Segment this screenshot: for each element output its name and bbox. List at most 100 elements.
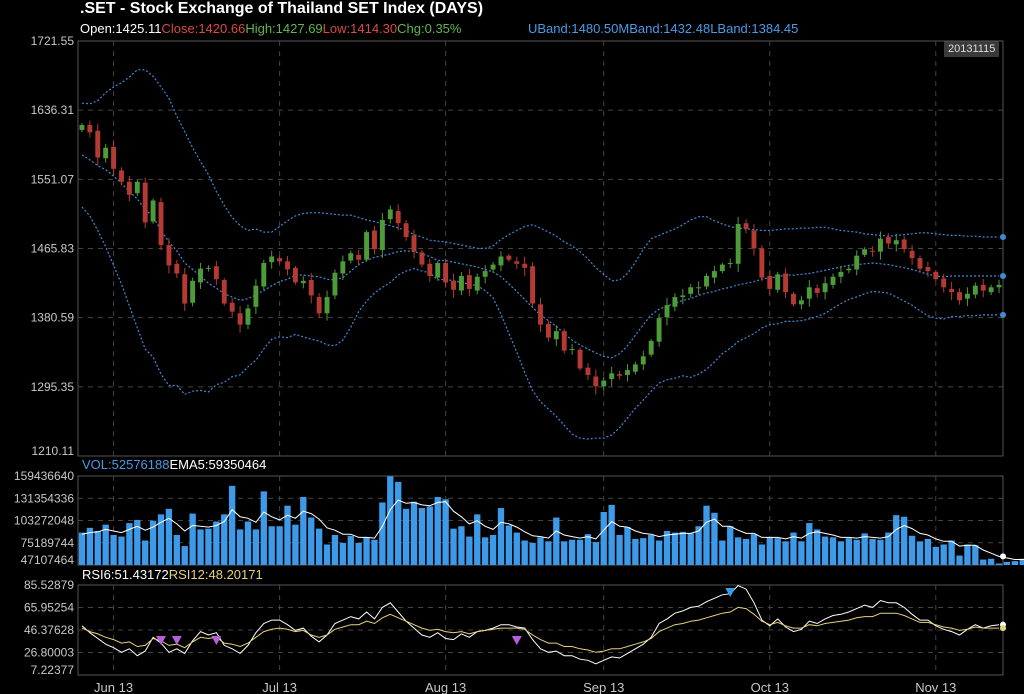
candle-body	[174, 263, 180, 274]
candle	[964, 287, 970, 306]
candle	[561, 328, 567, 354]
candle-body	[767, 275, 773, 289]
upper-band-line	[81, 69, 999, 282]
candle-body	[933, 271, 939, 280]
candle-body	[625, 370, 630, 375]
volume-bar	[624, 527, 631, 565]
candle-body	[672, 297, 678, 307]
ema-label: EMA5:	[169, 457, 209, 472]
volume-bar	[632, 538, 639, 565]
candle	[111, 140, 117, 177]
y-tick-label: 46.37628	[24, 623, 74, 637]
candle	[308, 272, 314, 304]
y-tick-label: 159436640	[14, 469, 74, 483]
candle	[901, 236, 907, 253]
candle-body	[332, 272, 338, 296]
y-tick-label: 1551.07	[31, 172, 75, 186]
volume-ema-line	[81, 499, 1024, 560]
candle	[300, 276, 306, 289]
candle-body	[775, 274, 781, 290]
candle	[791, 291, 796, 307]
volume-bar	[663, 531, 671, 565]
volume-bar	[537, 537, 544, 565]
close-value: 1420.66	[198, 21, 246, 36]
candle-body	[838, 271, 844, 277]
candle	[743, 219, 749, 234]
candle	[577, 347, 583, 371]
volume-bar	[648, 534, 655, 565]
candle	[830, 273, 836, 289]
volume-bar	[695, 526, 702, 565]
candle-body	[870, 250, 876, 252]
volume-bar	[1019, 558, 1024, 565]
candle-body	[308, 280, 314, 296]
volume-bar	[1011, 561, 1019, 565]
candle	[972, 282, 978, 299]
candle	[648, 338, 654, 357]
candle-body	[482, 271, 488, 277]
candle	[261, 259, 267, 291]
candle	[609, 366, 615, 387]
candle	[680, 288, 686, 305]
volume-bar	[553, 517, 560, 565]
volume-bar	[584, 534, 592, 565]
volume-bar	[845, 538, 852, 565]
y-tick-label: 26.80003	[24, 646, 74, 660]
volume-bar	[221, 514, 228, 565]
candle-body	[617, 374, 623, 376]
candle-body	[885, 237, 891, 244]
candle	[672, 293, 678, 312]
candle	[957, 288, 962, 305]
y-tick-label: 7.22377	[31, 663, 75, 677]
candle	[134, 179, 140, 197]
volume-bar	[410, 501, 418, 565]
volume-bar	[671, 532, 679, 565]
candle	[696, 281, 702, 295]
y-tick-label: 1636.31	[31, 103, 75, 117]
volume-bar	[142, 540, 149, 565]
candle	[893, 233, 899, 252]
candle-body	[545, 323, 551, 338]
ohlc-readout: Open:1425.11Close:1420.66High:1427.69Low…	[80, 21, 461, 36]
candle-body	[941, 278, 947, 288]
volume-bar	[679, 531, 686, 565]
candle	[332, 269, 338, 300]
candle	[292, 265, 298, 285]
candle	[316, 293, 322, 318]
volume-bar	[798, 541, 805, 565]
sell-signal-marker	[511, 636, 522, 645]
candle	[348, 250, 354, 264]
candle-body	[277, 258, 283, 262]
candle-body	[356, 254, 362, 260]
candle-body	[205, 267, 211, 269]
volume-bar	[655, 540, 663, 565]
rsi12-value: 48.20171	[208, 567, 263, 582]
candle-body	[996, 284, 1002, 288]
candle	[506, 253, 512, 262]
candle-body	[514, 261, 520, 264]
volume-bar	[157, 514, 165, 565]
candle-body	[419, 252, 425, 265]
volume-bar	[750, 534, 758, 565]
candle	[862, 247, 868, 258]
mid-band-label: MBand:	[618, 21, 664, 36]
volume-bar	[363, 537, 370, 565]
volume-bar	[323, 544, 331, 565]
candle	[878, 231, 883, 260]
candle-body	[443, 262, 449, 283]
volume-bar	[126, 523, 133, 565]
volume-bar	[995, 563, 1003, 565]
candle-body	[925, 267, 931, 272]
candle-body	[846, 268, 852, 271]
upper-band-label: UBand:	[528, 21, 572, 36]
candle	[126, 175, 132, 202]
y-tick-label: 1380.59	[31, 311, 75, 325]
candle	[403, 219, 409, 241]
candle-body	[435, 262, 441, 278]
volume-bar	[1003, 561, 1011, 565]
volume-bar	[315, 528, 323, 565]
candle	[395, 204, 401, 231]
volume-bar	[545, 541, 552, 565]
low-label: Low:	[322, 21, 351, 36]
